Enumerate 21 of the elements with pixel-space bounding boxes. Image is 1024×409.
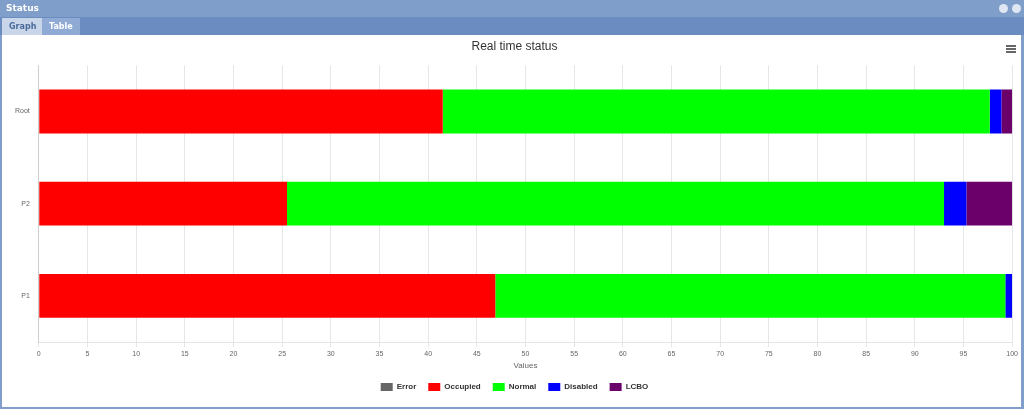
text: Graph [2, 18, 44, 35]
bar [287, 181, 945, 226]
legend-label: Normal [508, 382, 537, 392]
bar [989, 89, 1002, 134]
bar [442, 89, 990, 134]
bar [495, 274, 1006, 318]
bar [966, 181, 1013, 226]
bar [39, 89, 443, 134]
legend-label: LCBO [625, 382, 649, 392]
text: Table [42, 18, 80, 35]
bar [944, 181, 967, 226]
legend-label: Occupied [444, 382, 481, 392]
chart-title: Real time status [471, 38, 558, 53]
x-axis-title: Values [513, 361, 538, 371]
bar [39, 181, 287, 226]
bar [39, 274, 496, 318]
legend-label: Disabled [564, 382, 598, 392]
legend-label: Error [396, 382, 417, 392]
text: Status [6, 3, 39, 13]
bar [1005, 274, 1013, 318]
bar [1001, 89, 1013, 134]
